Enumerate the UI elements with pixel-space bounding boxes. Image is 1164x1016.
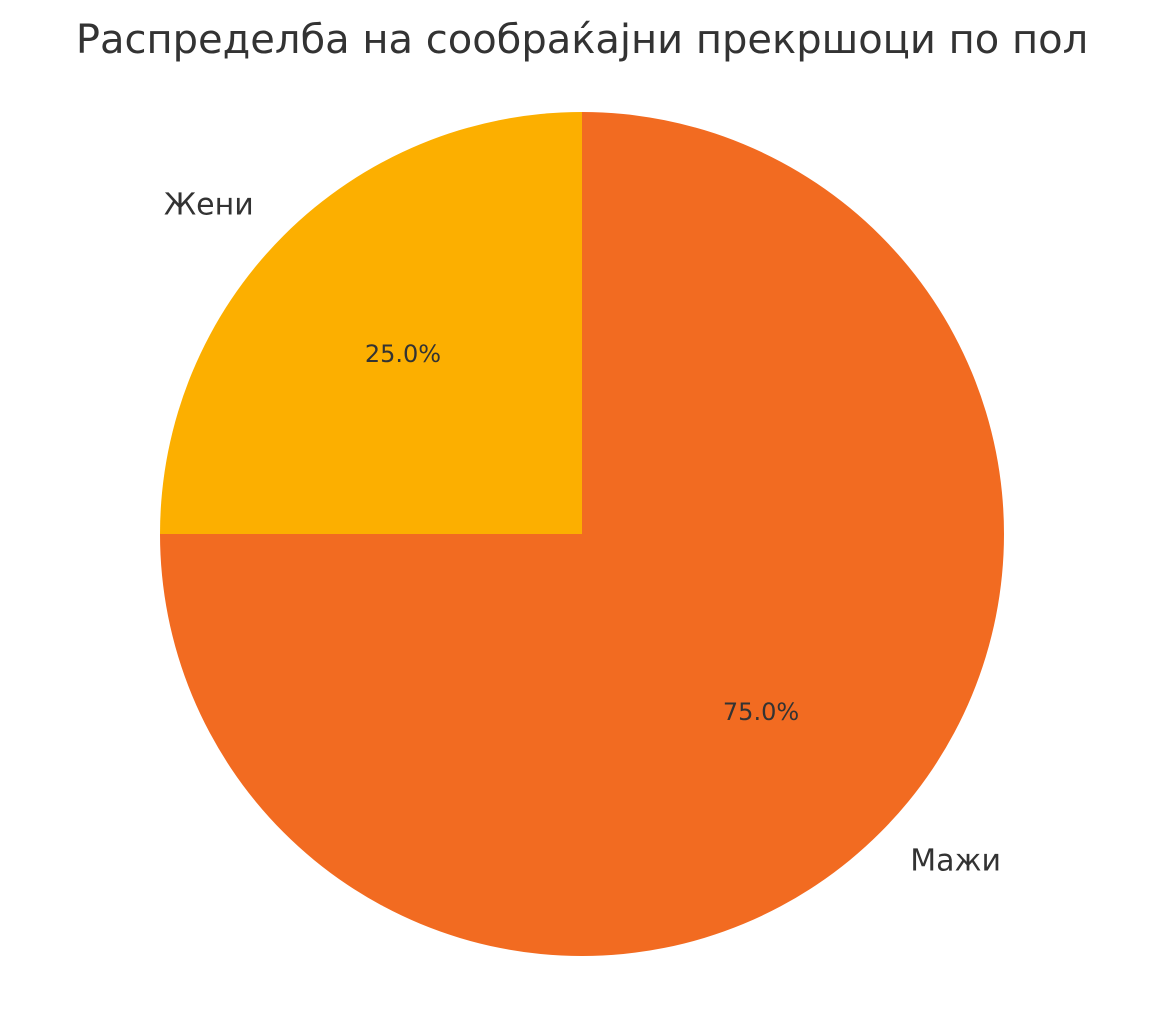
value-label: 25.0% xyxy=(365,340,441,368)
value-label: 75.0% xyxy=(723,698,799,726)
slice-label: Мажи xyxy=(910,844,1001,879)
pie-slice xyxy=(160,112,582,534)
chart-title: Распределба на сообраќајни прекршоци по … xyxy=(76,17,1088,63)
slice-label: Жени xyxy=(164,187,254,222)
